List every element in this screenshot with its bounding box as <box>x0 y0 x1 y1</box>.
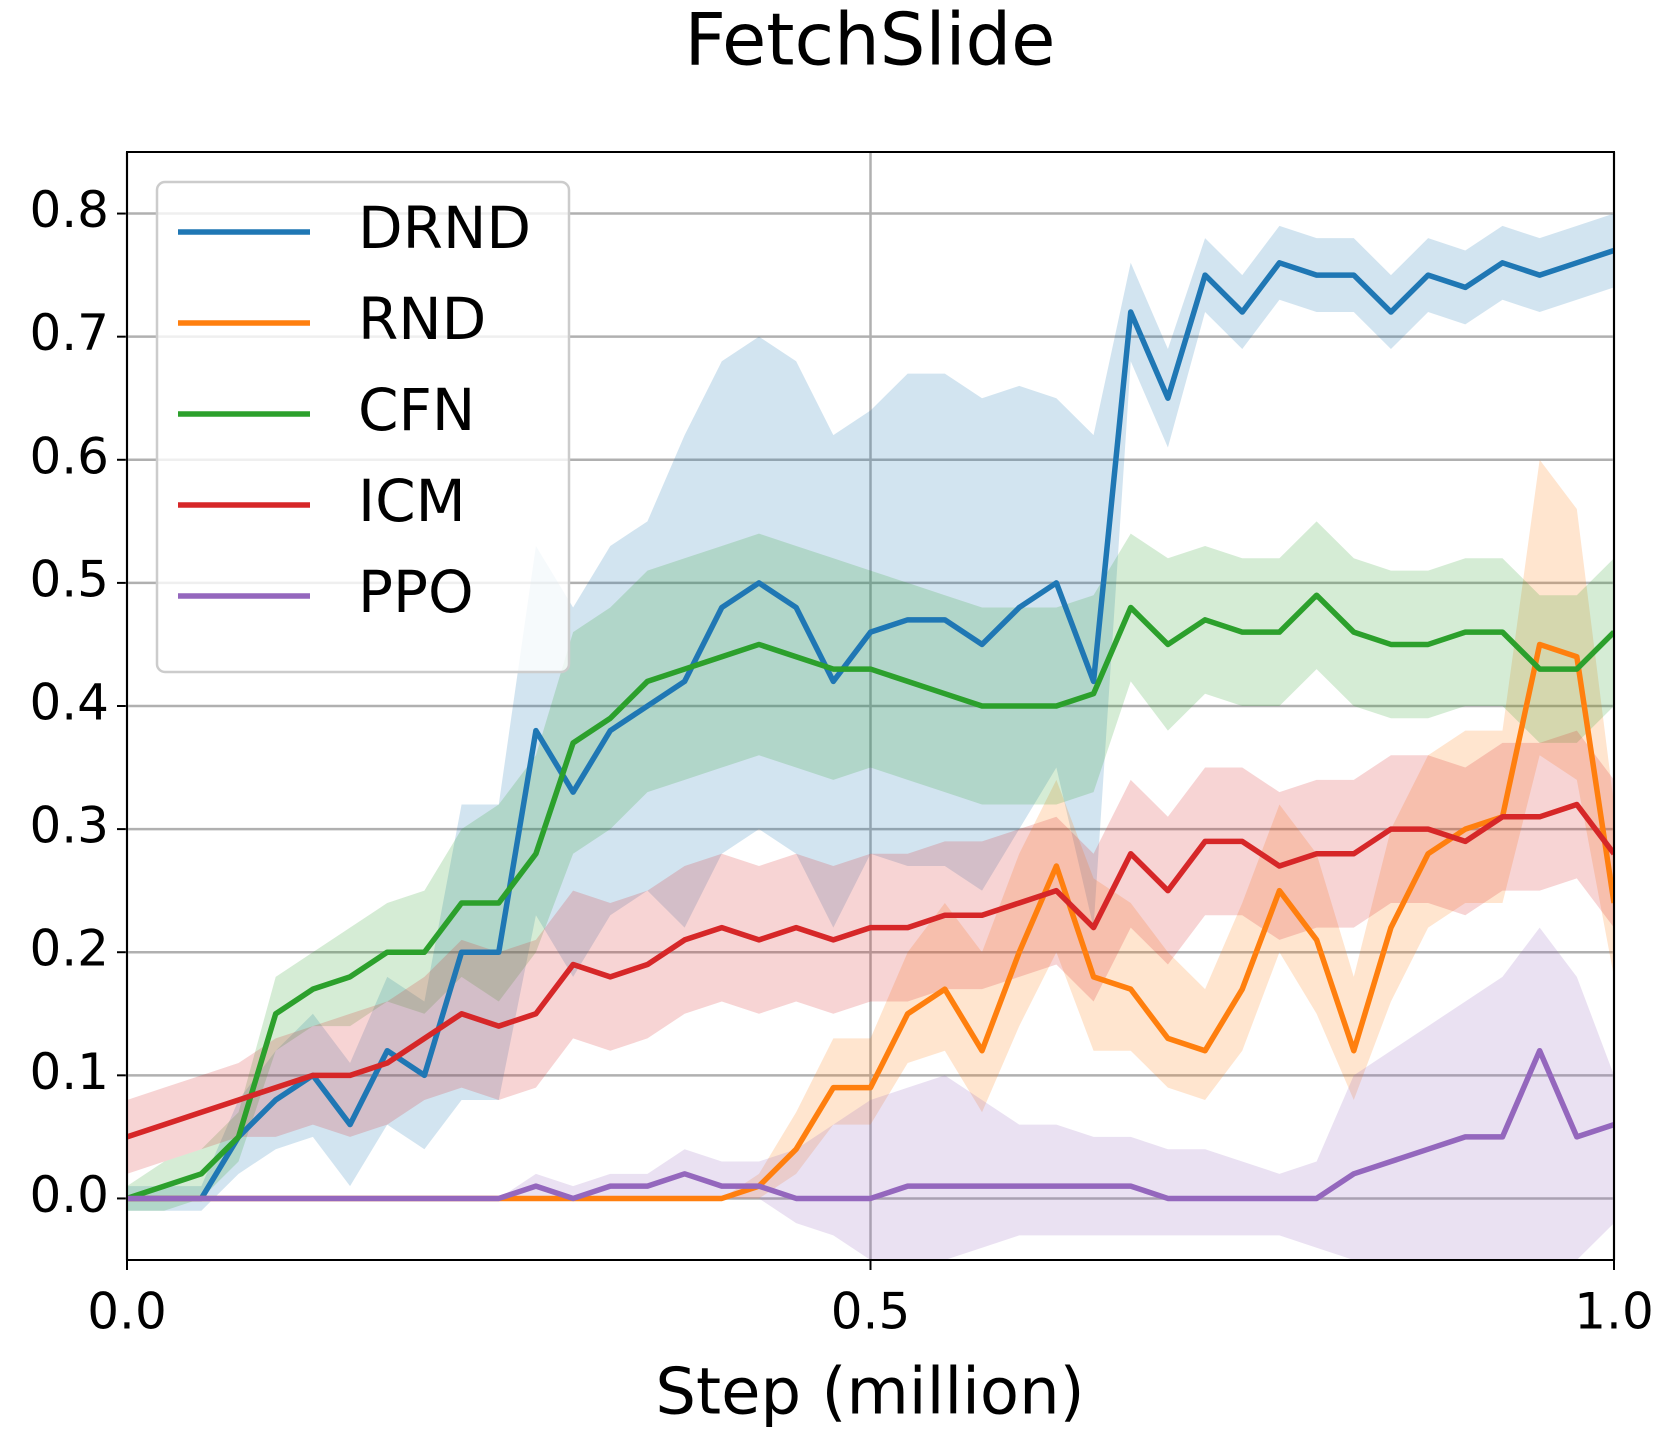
x-tick-label: 0.5 <box>831 1283 911 1341</box>
legend-label: PPO <box>358 558 474 626</box>
legend-label: RND <box>358 285 486 353</box>
y-tick-label: 0.5 <box>29 550 109 608</box>
plot-frame <box>126 151 1615 1261</box>
y-tick-label: 0.3 <box>29 797 109 855</box>
legend-label: ICM <box>358 467 466 535</box>
line <box>127 247 1614 1202</box>
band <box>127 459 1614 1199</box>
line <box>127 801 1614 1140</box>
legend-box <box>155 180 571 674</box>
legend-label: CFN <box>358 376 475 444</box>
plot-area <box>127 213 1614 1260</box>
y-tick-label: 0.0 <box>29 1166 109 1224</box>
y-tick-label: 0.8 <box>29 181 109 239</box>
y-tick-label: 0.1 <box>29 1043 109 1101</box>
band <box>127 927 1614 1260</box>
legend-label: DRND <box>358 194 531 262</box>
y-tick-label: 0.2 <box>29 920 109 978</box>
line <box>127 1047 1614 1202</box>
line <box>127 592 1614 1202</box>
y-tick-label: 0.6 <box>29 427 109 485</box>
x-axis-label: Step (million) <box>655 1356 1084 1430</box>
y-tick-label: 0.7 <box>29 304 109 362</box>
x-tick-label: 0.0 <box>87 1283 167 1341</box>
x-tick-label: 1.0 <box>1574 1283 1654 1341</box>
band <box>127 521 1614 1211</box>
chart-title: FetchSlide <box>685 0 1056 82</box>
y-tick-label: 0.4 <box>29 674 109 732</box>
band <box>127 213 1614 1211</box>
